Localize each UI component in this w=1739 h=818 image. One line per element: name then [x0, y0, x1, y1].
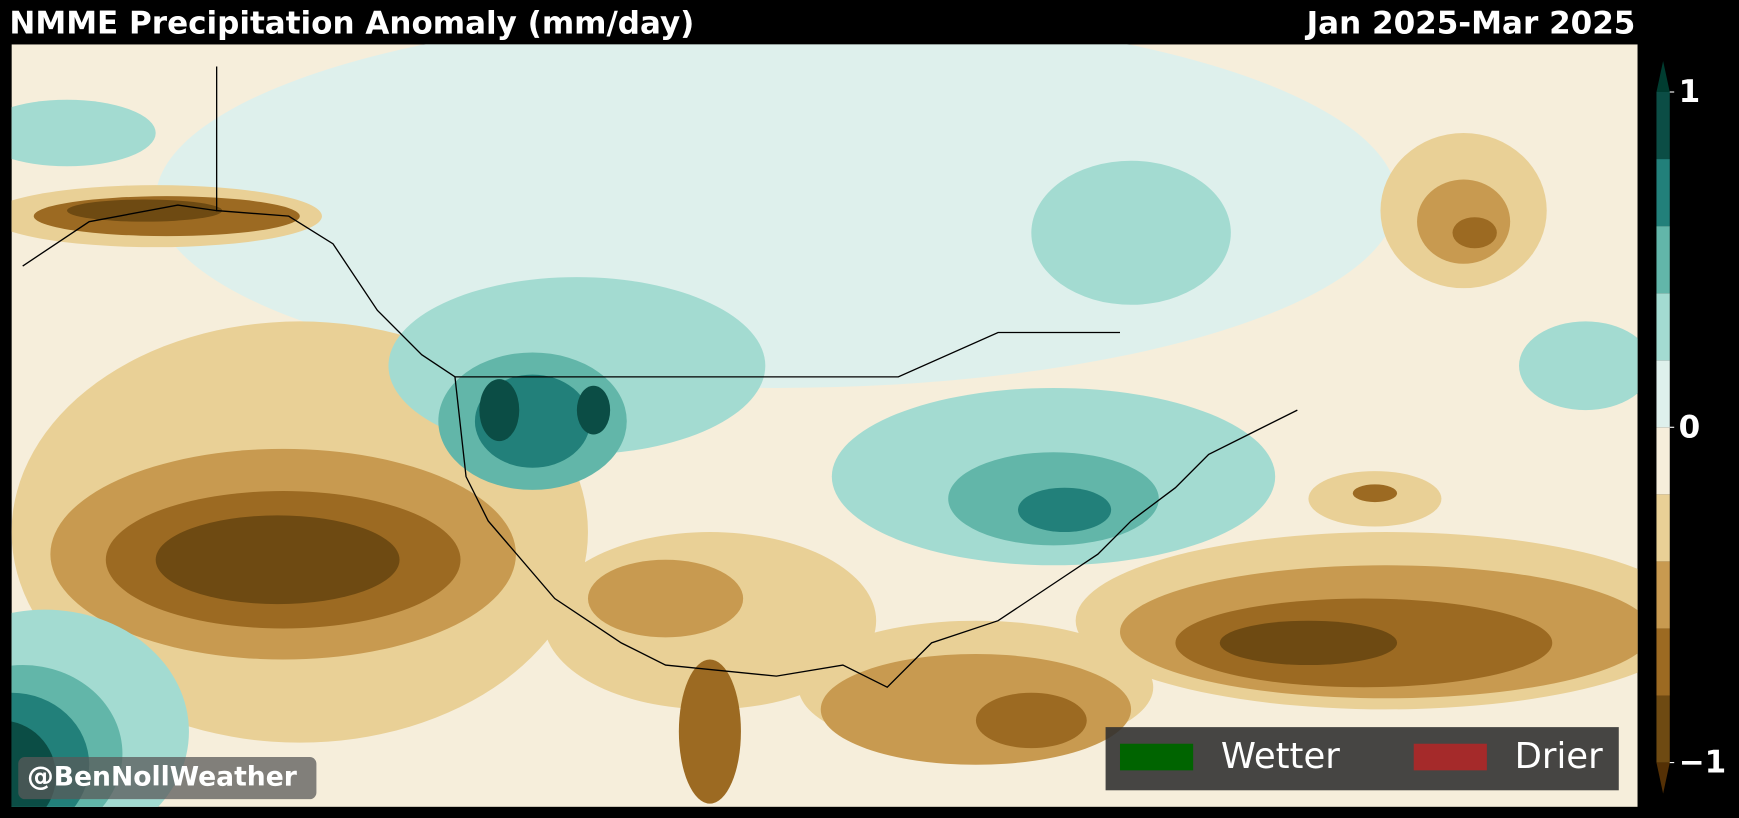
colorbar: 1 0 −1: [1656, 60, 1727, 794]
colorbar-bin: [1656, 360, 1670, 428]
colorbar-bin: [1656, 494, 1670, 562]
border-line: [454, 331, 1120, 378]
colorbar-tick-label: 0: [1679, 409, 1701, 445]
colorbar-bin: [1656, 293, 1670, 361]
anomaly-region: [67, 199, 223, 222]
anomaly-region: [678, 659, 741, 804]
anomaly-region: [576, 385, 611, 435]
colorbar-tick-label: −1: [1679, 745, 1727, 781]
legend-label: Drier: [1515, 736, 1604, 777]
legend-swatch: [1119, 743, 1194, 771]
coastline: [22, 204, 217, 267]
map-area: [11, 44, 1638, 807]
colorbar-tick-label: 1: [1679, 74, 1701, 110]
anomaly-region: [820, 653, 1132, 765]
anomaly-region: [975, 692, 1087, 749]
colorbar-bin: [1656, 159, 1670, 227]
anomaly-region: [1452, 217, 1497, 249]
coastline: [454, 376, 1298, 689]
anomaly-region: [1352, 484, 1398, 503]
colorbar-bin: [1656, 561, 1670, 629]
legend: Wetter Drier: [1119, 736, 1604, 777]
legend-swatch: [1413, 743, 1487, 771]
anomaly-region: [1018, 487, 1112, 533]
anomaly-region: [155, 515, 400, 605]
colorbar-extend: [1656, 762, 1670, 794]
anomaly-region: [587, 559, 744, 638]
anomaly-region: [479, 379, 520, 442]
legend-label: Wetter: [1221, 736, 1340, 777]
colorbar-extend: [1656, 60, 1670, 92]
period: Jan 2025-Mar 2025: [1305, 5, 1636, 41]
anomaly-region: [11, 99, 156, 167]
colorbar-bin: [1656, 427, 1670, 495]
anomaly-region: [1031, 160, 1231, 305]
anomaly-region: [1219, 620, 1398, 666]
colorbar-bin: [1656, 695, 1670, 763]
watermark: @BenNollWeather: [27, 762, 298, 793]
colorbar-bin: [1656, 91, 1670, 160]
anomaly-region: [1519, 321, 1638, 411]
title: NMME Precipitation Anomaly (mm/day): [9, 5, 694, 41]
watermark-box: [18, 757, 317, 800]
colorbar-bin: [1656, 628, 1670, 696]
colorbar-bin: [1656, 226, 1670, 294]
